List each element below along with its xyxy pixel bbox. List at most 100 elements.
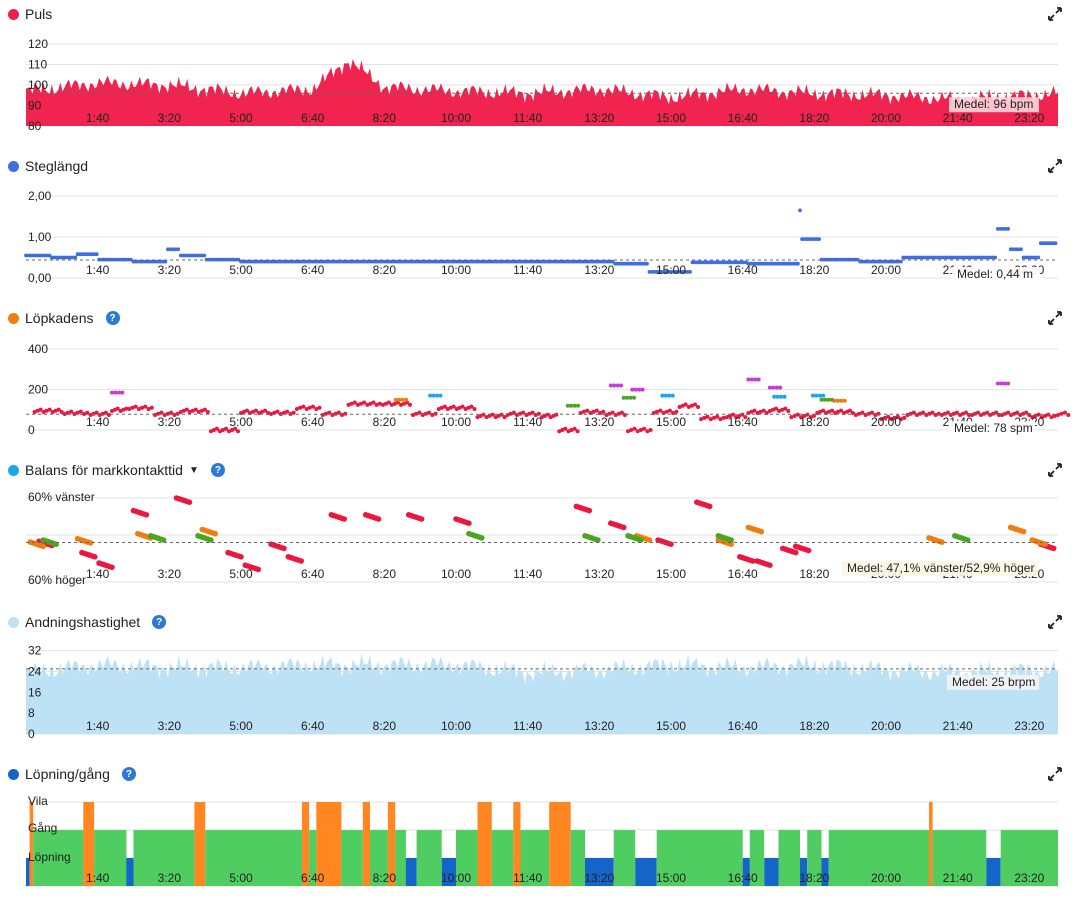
x-tick-label: 18:20 — [799, 415, 829, 429]
cadence-point — [184, 407, 189, 412]
cadence-point — [674, 409, 679, 414]
cadence-point — [795, 412, 800, 417]
cadence-point — [460, 404, 465, 409]
balance-point — [92, 554, 98, 560]
activity-segment — [764, 858, 779, 886]
x-tick-label: 16:40 — [728, 567, 758, 581]
cadence-point — [799, 415, 804, 420]
cadence-point — [190, 408, 195, 413]
cadence-point — [214, 426, 219, 431]
cadence-point — [693, 402, 697, 407]
x-tick-label: 13:20 — [584, 567, 614, 581]
balance-point — [160, 537, 167, 543]
cadence-point — [136, 407, 141, 411]
cadence-point — [333, 411, 338, 416]
x-tick-label: 10:00 — [441, 111, 471, 125]
cadence-point — [35, 408, 40, 413]
help-icon[interactable]: ? — [105, 311, 120, 325]
expand-icon[interactable] — [1048, 311, 1062, 325]
cadence-point — [771, 385, 776, 390]
cadence-point — [386, 400, 391, 405]
x-tick-label: 13:20 — [584, 719, 614, 733]
stride-point — [168, 247, 173, 252]
cadence-point — [761, 408, 766, 413]
x-tick-label: 8:20 — [373, 111, 397, 125]
cadence-point — [116, 390, 121, 395]
x-tick-label: 3:20 — [158, 567, 182, 581]
activity-segment — [301, 802, 310, 886]
stride-point — [176, 247, 181, 252]
cadence-point — [619, 383, 624, 388]
cadence-point — [601, 409, 606, 414]
cadence-point — [56, 407, 61, 412]
cadence-point — [995, 381, 1000, 386]
expand-icon[interactable] — [1048, 7, 1062, 21]
expand-icon[interactable] — [1048, 767, 1062, 781]
cadence-point — [779, 394, 784, 399]
cadence-point — [1043, 413, 1048, 418]
activity-segment — [395, 830, 406, 886]
x-tick-label: 10:00 — [441, 871, 471, 885]
cadence-point — [565, 403, 570, 408]
cadence-point — [621, 395, 626, 400]
cadence-point — [718, 417, 723, 422]
cadence-point — [836, 409, 840, 414]
cadence-point — [484, 415, 489, 420]
cadence-point — [380, 402, 385, 407]
cadence-point — [362, 400, 367, 405]
cadence-point — [976, 410, 980, 415]
cadence-point — [508, 411, 513, 416]
help-icon[interactable]: ? — [210, 463, 225, 477]
cadence-point — [964, 410, 968, 415]
activity-segment — [807, 830, 822, 886]
cadence-point — [775, 394, 780, 399]
cadence-point — [430, 413, 435, 417]
x-tick-label: 8:20 — [373, 415, 397, 429]
cadence-point — [615, 383, 620, 388]
y-tick-label: Vila — [28, 794, 48, 808]
stride-point — [173, 247, 178, 252]
respiration-chart: 32 24 16 8 0 1:40 3:20 5:00 6:40 8:20 10:00 11:40 13… — [26, 644, 1058, 740]
cadence-point — [635, 429, 640, 434]
cadence-point — [408, 402, 412, 407]
cadence-point — [38, 407, 43, 412]
y-tick-label: 1,00 — [28, 230, 52, 244]
balance-point — [109, 564, 115, 571]
x-tick-label: 10:00 — [441, 263, 471, 277]
cadence-point — [633, 387, 638, 392]
cadence-point — [847, 408, 852, 413]
cadence-point — [988, 413, 993, 417]
activity-segment — [33, 830, 84, 886]
expand-icon[interactable] — [1048, 615, 1062, 629]
dropdown-caret-icon[interactable]: ▼ — [188, 464, 199, 476]
y-tick-label: Gång — [28, 821, 57, 835]
cadence-point — [402, 401, 406, 406]
y-tick-label: 60% höger — [28, 573, 86, 587]
cadence-point — [311, 404, 315, 409]
cadence-point — [439, 405, 444, 410]
expand-icon[interactable] — [1048, 159, 1062, 173]
expand-icon[interactable] — [1048, 463, 1062, 477]
x-tick-label: 15:00 — [656, 719, 686, 733]
cadence-point — [879, 417, 884, 422]
help-icon[interactable]: ? — [152, 615, 167, 629]
cadence-point — [545, 412, 550, 417]
balance-point — [212, 530, 218, 537]
cadence-point — [767, 409, 772, 413]
cadence-point — [165, 411, 170, 416]
x-tick-label: 18:20 — [799, 111, 829, 125]
cadence-point — [327, 410, 332, 415]
cadence-point — [630, 387, 635, 392]
help-icon[interactable]: ? — [121, 767, 136, 781]
activity-segment — [26, 858, 30, 886]
activity-segment — [585, 858, 614, 886]
x-tick-label: 20:00 — [871, 871, 901, 885]
balance-point — [255, 566, 261, 573]
cadence-point — [1012, 411, 1017, 416]
cadence-point — [404, 397, 409, 402]
activity-segment — [778, 830, 800, 886]
cadence-point — [1056, 413, 1060, 417]
activity-segment — [932, 830, 987, 886]
activity-segment — [635, 858, 657, 886]
cadence-point — [670, 393, 675, 398]
